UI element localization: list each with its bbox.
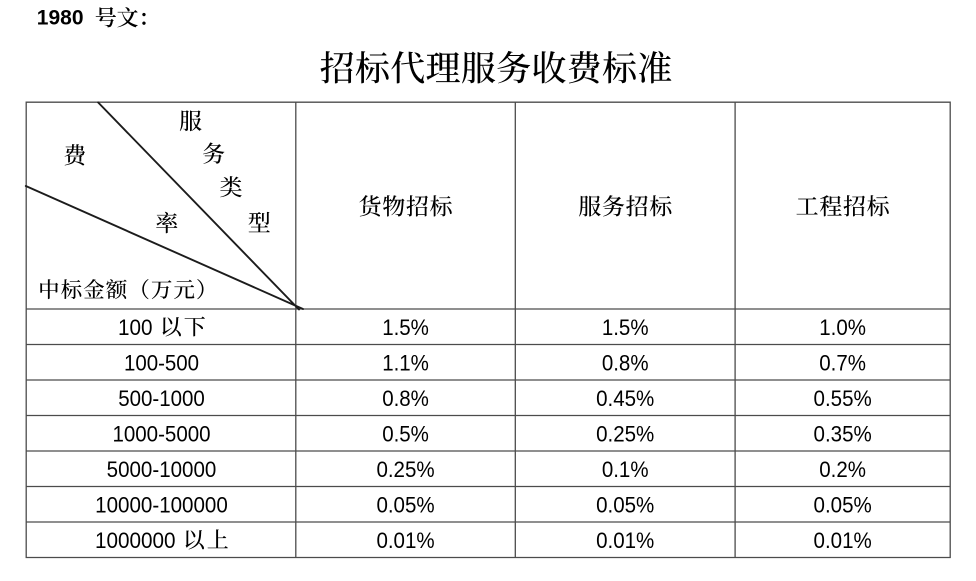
svg-text:1.5%: 1.5% (602, 315, 649, 340)
svg-text:1.1%: 1.1% (382, 350, 429, 375)
svg-text:100-500: 100-500 (124, 350, 199, 375)
svg-text:500-1000: 500-1000 (118, 386, 205, 411)
svg-text:0.35%: 0.35% (814, 421, 872, 446)
svg-text:0.25%: 0.25% (376, 457, 434, 482)
svg-text:10000-100000: 10000-100000 (95, 492, 228, 517)
svg-text:0.8%: 0.8% (602, 350, 649, 375)
svg-text:5000-10000: 5000-10000 (107, 457, 217, 482)
svg-text:1000000: 1000000 (95, 528, 176, 553)
svg-text:0.55%: 0.55% (814, 386, 872, 411)
svg-text:0.8%: 0.8% (382, 386, 429, 411)
svg-text:0.05%: 0.05% (376, 492, 434, 517)
svg-text:1980: 1980 (37, 6, 84, 29)
svg-text:1000-5000: 1000-5000 (112, 421, 210, 446)
svg-text:1.5%: 1.5% (382, 315, 429, 340)
svg-text:0.25%: 0.25% (596, 421, 654, 446)
svg-text:0.2%: 0.2% (819, 457, 866, 482)
svg-text:100: 100 (118, 315, 153, 340)
svg-text:0.01%: 0.01% (596, 528, 654, 553)
svg-text:1.0%: 1.0% (819, 315, 866, 340)
svg-text:0.45%: 0.45% (596, 386, 654, 411)
svg-text:0.7%: 0.7% (819, 350, 866, 375)
svg-text:0.01%: 0.01% (814, 528, 872, 553)
svg-text:0.1%: 0.1% (602, 457, 649, 482)
svg-text:0.05%: 0.05% (814, 492, 872, 517)
svg-text:0.05%: 0.05% (596, 492, 654, 517)
svg-text:0.5%: 0.5% (382, 421, 429, 446)
svg-text:0.01%: 0.01% (376, 528, 434, 553)
